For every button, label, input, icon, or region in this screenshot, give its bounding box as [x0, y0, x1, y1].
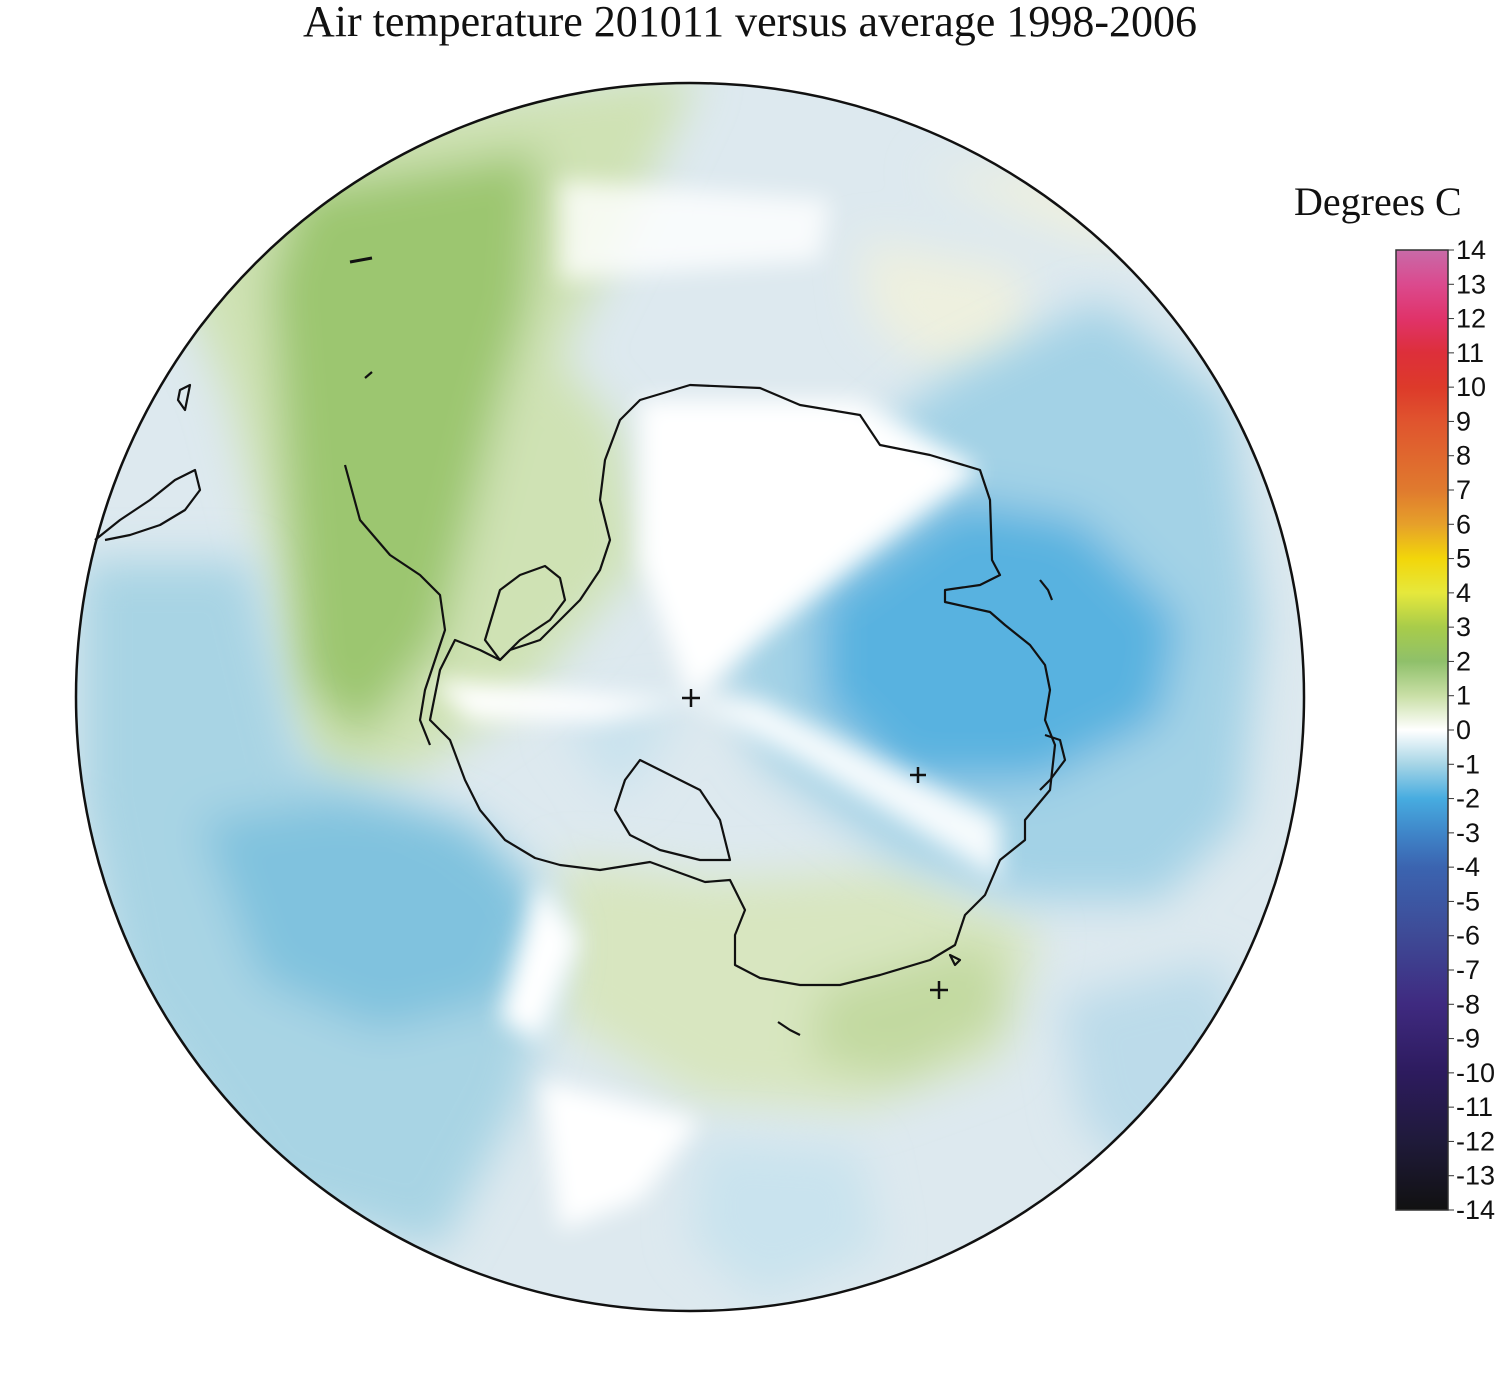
neutral-zone-upper	[560, 180, 830, 280]
station-markers	[682, 689, 948, 999]
legend-tick-label: 1	[1456, 681, 1471, 711]
legend-tick-label: 7	[1456, 475, 1471, 505]
neutral-zone-lower	[540, 1080, 700, 1230]
legend-tick-label: 11	[1456, 338, 1484, 368]
legend-tick-label: 13	[1456, 269, 1486, 299]
legend-tick-label: -9	[1456, 1024, 1480, 1054]
legend-tick-label: 0	[1456, 715, 1471, 745]
legend-tick-label: -8	[1456, 989, 1480, 1019]
legend-tick-label: -14	[1456, 1195, 1495, 1225]
legend-tick-label: 9	[1456, 406, 1471, 436]
station-marker-south-pole	[682, 689, 700, 707]
peninsula-chain	[343, 464, 447, 746]
station-marker-ross	[930, 981, 948, 999]
legend-tick-label: -3	[1456, 818, 1480, 848]
legend-tick-label: 12	[1456, 304, 1486, 334]
legend-tick-label: -7	[1456, 955, 1480, 985]
neutral-zone-center	[640, 400, 980, 700]
legend-tick-label: 10	[1456, 372, 1486, 402]
legend-tick-label: -5	[1456, 886, 1480, 916]
legend-tick-label: 6	[1456, 509, 1471, 539]
cold-anomaly-indian-core	[820, 500, 1180, 780]
coastlines	[94, 256, 1067, 1036]
island-4	[1039, 579, 1054, 601]
legend-tick-label: -11	[1456, 1092, 1493, 1122]
island-5	[1039, 733, 1067, 791]
west-antarctic-inlet	[613, 758, 732, 862]
map-title: Air temperature 201011 versus average 19…	[303, 0, 1197, 46]
cold-anomaly-pacific-core	[200, 800, 540, 1030]
legend-tick-label: -13	[1456, 1161, 1495, 1191]
warm-anomaly-east	[860, 240, 1030, 380]
legend-tick-label: -12	[1456, 1126, 1495, 1156]
legend-tick-label: 8	[1456, 441, 1471, 471]
legend-tick-label: 5	[1456, 544, 1471, 574]
neutral-zone-amundsen	[430, 680, 690, 720]
polar-temperature-map	[74, 81, 1306, 1313]
legend-tick-label: 2	[1456, 646, 1471, 676]
cold-anomaly-wedge	[560, 700, 690, 800]
legend-tick-label: -10	[1456, 1058, 1495, 1088]
legend-tick-label: -6	[1456, 921, 1480, 951]
legend-tick-label: 3	[1456, 612, 1471, 642]
island-3	[176, 383, 192, 412]
island-6	[948, 953, 962, 967]
neutral-zone-ross-ice	[690, 700, 1000, 880]
island-1	[349, 256, 373, 264]
legend-tick-label: -4	[1456, 852, 1480, 882]
legend-color-bar	[1395, 249, 1449, 1211]
legend-tick-label: -2	[1456, 784, 1480, 814]
cold-anomaly-south	[690, 1140, 880, 1300]
color-legend: 14131211109876543210-1-2-3-4-5-6-7-8-9-1…	[1395, 240, 1495, 1225]
neutral-zone-ross-shelf	[500, 880, 580, 1040]
island-7	[777, 1021, 801, 1036]
legend-title: Degrees C	[1294, 179, 1462, 224]
south-america-coast	[94, 468, 202, 542]
warm-anomaly-ross-core	[810, 940, 1010, 1080]
map-boundary	[74, 81, 1306, 1313]
island-2	[364, 371, 373, 379]
antarctic-peninsula	[483, 564, 567, 662]
legend-tick-label: -1	[1456, 749, 1480, 779]
legend-tick-label: 4	[1456, 578, 1471, 608]
warm-anomaly-peninsula-core	[270, 150, 540, 740]
legend-tick-label: 14	[1456, 240, 1486, 265]
station-marker-east	[910, 767, 926, 783]
